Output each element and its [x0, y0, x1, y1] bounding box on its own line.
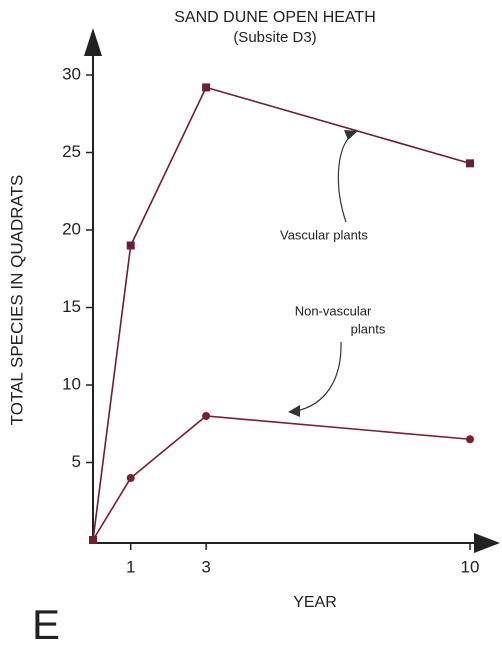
annotation: Non-vascular [295, 303, 372, 318]
marker [202, 83, 211, 92]
annotation-arrowhead [288, 405, 300, 417]
series-line [92, 86, 471, 541]
y-axis-arrow [84, 28, 102, 56]
chart-title: SAND DUNE OPEN HEATH [174, 9, 376, 26]
marker [126, 474, 135, 482]
annotation-arrow [295, 341, 342, 412]
y-axis-label: TOTAL SPECIES IN QUADRATS [7, 175, 26, 426]
chart-subtitle: (Subsite D3) [233, 29, 316, 46]
y-tick-label: 15 [62, 297, 81, 316]
marker [466, 159, 474, 168]
x-tick-label: 3 [201, 557, 210, 576]
x-axis-arrow [474, 533, 500, 553]
y-tick-label: 10 [62, 374, 81, 393]
panel-label: E [32, 601, 60, 648]
y-tick-label: 25 [62, 142, 81, 161]
annotation-arrowhead [344, 130, 358, 140]
y-tick-label: 30 [62, 64, 81, 83]
marker [126, 241, 135, 250]
x-axis-label: YEAR [293, 594, 337, 611]
x-tick-label: 10 [461, 557, 480, 576]
annotation: Vascular plants [280, 227, 368, 242]
y-tick-label: 5 [72, 452, 81, 471]
x-tick-label: 1 [126, 557, 135, 576]
marker [466, 435, 474, 444]
series-line [92, 415, 471, 541]
annotation: plants [351, 321, 386, 336]
annotation-arrow [337, 133, 353, 223]
marker [202, 412, 211, 420]
y-tick-label: 20 [62, 219, 81, 238]
marker [89, 536, 97, 544]
